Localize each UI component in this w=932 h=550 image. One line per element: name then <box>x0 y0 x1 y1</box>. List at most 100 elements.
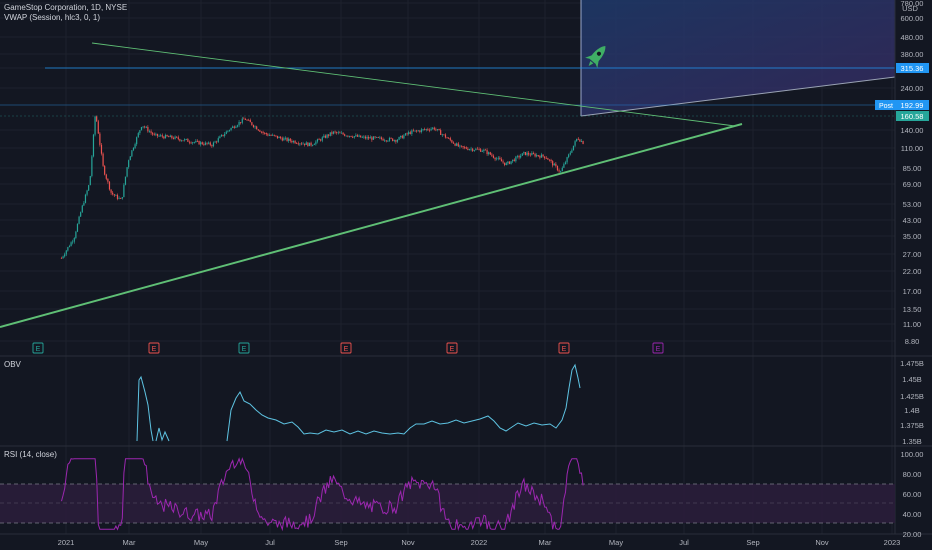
projection-box[interactable] <box>581 0 895 116</box>
candle <box>128 159 130 169</box>
earnings-marker[interactable]: E <box>148 342 160 354</box>
candle <box>315 140 317 146</box>
candle <box>489 151 491 156</box>
candle <box>296 142 298 144</box>
candle <box>268 133 271 136</box>
post-price-tag: Post 192.99 <box>875 100 929 110</box>
obv-tick-label: 1.425B <box>900 392 924 401</box>
candle <box>436 129 439 132</box>
candle <box>427 127 429 131</box>
candle <box>345 135 347 137</box>
candle <box>107 178 109 184</box>
rsi-axis[interactable]: 100.00 80.00 60.00 40.00 20.00 <box>901 450 924 539</box>
earnings-marker[interactable]: E <box>652 342 664 354</box>
earnings-marker[interactable]: E <box>238 342 250 354</box>
candle <box>536 153 538 158</box>
candle <box>64 252 66 258</box>
candle <box>539 154 541 160</box>
candle <box>507 161 509 166</box>
earnings-marker[interactable]: E <box>446 342 458 354</box>
candle <box>368 135 370 140</box>
candle <box>443 134 445 136</box>
candle <box>566 156 568 165</box>
obv-axis[interactable]: 1.475B 1.45B 1.425B 1.4B 1.375B 1.35B <box>900 359 924 446</box>
candle <box>70 241 72 247</box>
candle <box>364 135 367 140</box>
candle <box>196 139 199 142</box>
candle <box>396 138 399 144</box>
candle <box>200 141 202 147</box>
rsi-band <box>0 484 895 523</box>
candle <box>60 256 63 259</box>
candle <box>185 138 187 141</box>
candle <box>420 127 423 134</box>
obv-tick-label: 1.45B <box>902 375 922 384</box>
candle <box>110 189 112 195</box>
candle <box>382 137 384 141</box>
earnings-marker[interactable]: E <box>32 342 44 354</box>
candle <box>256 125 258 130</box>
candle <box>291 139 293 144</box>
candle <box>302 141 304 145</box>
candle <box>457 141 459 147</box>
candle <box>403 134 405 140</box>
candle <box>208 141 210 145</box>
candle <box>180 139 183 142</box>
candle <box>366 135 368 140</box>
candle <box>414 130 416 132</box>
price-tick-label: 380.00 <box>901 50 924 59</box>
candle <box>496 156 498 161</box>
symbol-title[interactable]: GameStop Corporation, 1D, NYSE <box>4 3 128 12</box>
candle <box>388 136 391 142</box>
candle <box>513 158 515 162</box>
candle <box>516 154 519 159</box>
price-axis[interactable]: 780.00600.00480.00380.00300.00240.00180.… <box>901 0 924 346</box>
ascending-trendline[interactable] <box>0 123 743 328</box>
candle <box>449 136 451 142</box>
candle <box>532 151 535 155</box>
candle <box>577 137 579 141</box>
candle <box>462 145 464 150</box>
candle <box>313 143 315 146</box>
candle <box>371 136 373 142</box>
candle <box>300 142 303 146</box>
candle <box>188 140 191 145</box>
candle <box>556 165 559 172</box>
candle <box>235 125 237 129</box>
candle <box>144 125 146 129</box>
candle <box>524 151 527 156</box>
candle <box>240 121 242 125</box>
obv-line <box>136 363 581 442</box>
candle <box>454 143 456 147</box>
candle <box>379 135 381 140</box>
price-tick-label: 480.00 <box>901 33 924 42</box>
candle <box>417 130 419 132</box>
time-axis[interactable]: 2021 Mar May Jul Sep Nov 2022 Mar May Jul Sep Nov 20… <box>58 538 901 547</box>
candle <box>323 133 325 138</box>
candle <box>548 159 551 162</box>
candle <box>236 124 239 128</box>
candle <box>515 155 517 163</box>
candle <box>168 135 170 138</box>
candle <box>228 129 231 132</box>
vwap-indicator-title[interactable]: VWAP (Session, hlc3, 0, 1) <box>4 13 101 22</box>
earnings-marker[interactable]: E <box>340 342 352 354</box>
projection-upper-line[interactable] <box>580 76 896 117</box>
candle <box>118 196 120 200</box>
candle <box>544 156 546 160</box>
candle <box>387 140 389 142</box>
candle <box>214 140 216 143</box>
candle <box>121 196 123 200</box>
descending-trendline[interactable] <box>91 42 736 127</box>
time-tick-label: 2022 <box>471 538 488 547</box>
candle <box>561 166 563 172</box>
candle <box>441 133 443 137</box>
last-price-tag: 160.58 <box>896 111 929 121</box>
candle <box>283 136 285 141</box>
earnings-marker[interactable]: E <box>558 342 570 354</box>
candle <box>260 131 263 134</box>
candle <box>158 134 160 137</box>
candle <box>547 157 549 160</box>
price-tick-label: 85.00 <box>903 164 922 173</box>
